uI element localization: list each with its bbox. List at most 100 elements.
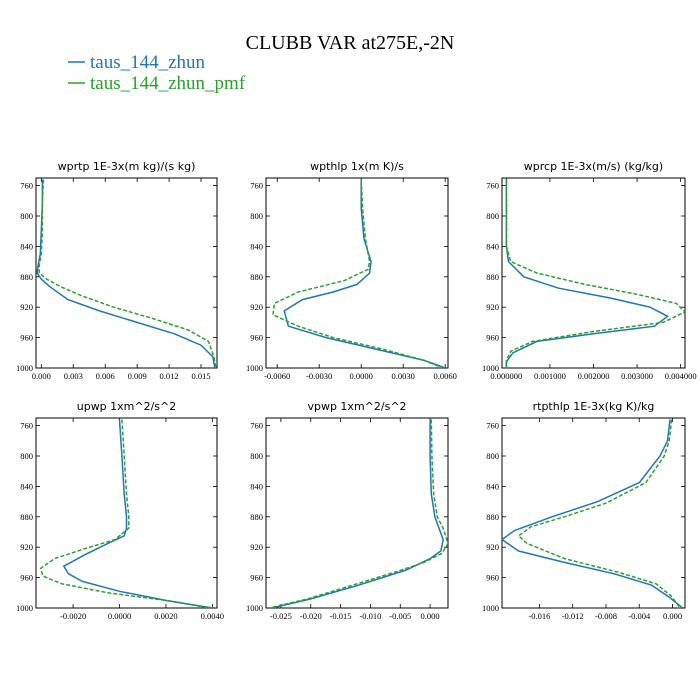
x-tick-label: 0.009 bbox=[128, 371, 147, 381]
x-tick-label: -0.0060 bbox=[264, 371, 290, 381]
y-tick-label: 800 bbox=[20, 211, 33, 221]
x-tick-label: 0.0040 bbox=[201, 611, 224, 621]
x-tick-label: 0.000000 bbox=[490, 371, 522, 381]
x-tick-label: -0.005 bbox=[389, 611, 411, 621]
x-tick-label: 0.012 bbox=[160, 371, 179, 381]
y-tick-label: 920 bbox=[20, 542, 33, 552]
y-tick-label: 800 bbox=[486, 211, 499, 221]
x-tick-label: -0.010 bbox=[359, 611, 381, 621]
x-tick-label: 0.003000 bbox=[621, 371, 653, 381]
plot-frame-wprcp bbox=[501, 177, 686, 369]
plot-frame-rtpthlp bbox=[501, 417, 686, 609]
series-line-zhun bbox=[36, 179, 216, 368]
series-line-zhun bbox=[271, 419, 444, 608]
y-tick-label: 920 bbox=[250, 302, 263, 312]
panel-rtpthlp: rtpthlp 1E-3x(kg K)/kg 760 800 840 880 920 960… bbox=[482, 400, 686, 621]
panel-title-vpwp: vpwp 1xm^2/s^2 bbox=[307, 400, 406, 413]
y-tick-label: 840 bbox=[250, 481, 263, 491]
page-title: CLUBB VAR at275E,-2N bbox=[246, 32, 455, 54]
y-tick-label: 880 bbox=[250, 272, 263, 282]
plot-frame-vpwp bbox=[265, 417, 449, 609]
y-tick-label: 760 bbox=[20, 421, 33, 431]
x-tick-label: -0.0030 bbox=[306, 371, 332, 381]
x-tick-label: 0.0030 bbox=[392, 371, 415, 381]
x-tick-label: 0.004000 bbox=[665, 371, 697, 381]
y-tick-label: 840 bbox=[20, 241, 33, 251]
x-tick-label: 0.000 bbox=[663, 611, 682, 621]
y-tick-label: 1000 bbox=[482, 603, 499, 613]
y-tick-label: 800 bbox=[250, 211, 263, 221]
y-tick-label: 1000 bbox=[16, 363, 33, 373]
series-line-zhun bbox=[283, 179, 446, 368]
series-line-zhun bbox=[505, 179, 669, 368]
y-tick-label: 920 bbox=[486, 542, 499, 552]
panel-title-wpthlp: wpthlp 1x(m K)/s bbox=[310, 160, 404, 173]
x-tick-label: 0.0060 bbox=[434, 371, 457, 381]
y-tick-label: 960 bbox=[250, 333, 263, 343]
x-tick-label: -0.020 bbox=[300, 611, 322, 621]
plot-frame-wprtp bbox=[35, 177, 218, 369]
x-tick-label: 0.006 bbox=[96, 371, 115, 381]
x-tick-label: -0.004 bbox=[628, 611, 651, 621]
x-tick-label: -0.015 bbox=[330, 611, 352, 621]
x-tick-label: -0.025 bbox=[270, 611, 292, 621]
x-tick-label: 0.003 bbox=[64, 371, 83, 381]
panel-vpwp: vpwp 1xm^2/s^2 760 800 840 880 920 960 1000 -0.0… bbox=[246, 400, 449, 621]
panel-wpthlp: wpthlp 1x(m K)/s7608008408809209601000-0… bbox=[246, 160, 457, 381]
x-tick-label: 0.0000 bbox=[350, 371, 373, 381]
y-tick-label: 920 bbox=[250, 542, 263, 552]
panel-title-wprtp: wprtp 1E-3x(m kg)/(s kg) bbox=[58, 160, 196, 173]
x-tick-label: 0.001000 bbox=[534, 371, 566, 381]
series-line-zhun-pmf bbox=[517, 419, 683, 608]
series-line-zhun-pmf bbox=[272, 179, 443, 368]
plot-frame-wpthlp bbox=[265, 177, 449, 369]
y-tick-label: 800 bbox=[486, 451, 499, 461]
legend-label-zhun-pmf: taus_144_zhun_pmf bbox=[90, 73, 246, 94]
y-tick-label: 960 bbox=[486, 573, 499, 583]
y-tick-label: 840 bbox=[486, 481, 499, 491]
y-tick-label: 960 bbox=[250, 573, 263, 583]
y-tick-label: 760 bbox=[250, 181, 263, 191]
y-tick-label: 960 bbox=[20, 573, 33, 583]
y-tick-label: 800 bbox=[20, 451, 33, 461]
series-line-zhun bbox=[62, 419, 215, 608]
series-line-zhun-pmf bbox=[505, 179, 685, 368]
y-tick-label: 760 bbox=[486, 181, 499, 191]
x-tick-label: 0.015 bbox=[191, 371, 210, 381]
y-tick-label: 960 bbox=[486, 333, 499, 343]
series-line-zhun bbox=[502, 419, 683, 608]
series-line-zhun-pmf bbox=[268, 419, 448, 608]
y-tick-label: 1000 bbox=[246, 603, 263, 613]
series-line-zhun-pmf bbox=[39, 419, 213, 608]
y-tick-label: 840 bbox=[20, 481, 33, 491]
panel-title-rtpthlp: rtpthlp 1E-3x(kg K)/kg bbox=[533, 400, 655, 413]
y-tick-label: 920 bbox=[20, 302, 33, 312]
y-tick-label: 840 bbox=[486, 241, 499, 251]
y-tick-label: 800 bbox=[250, 451, 263, 461]
x-tick-label: 0.000 bbox=[421, 611, 440, 621]
y-tick-label: 1000 bbox=[246, 363, 263, 373]
panel-upwp: upwp 1xm^2/s^2 760 800 840 880 920 960 1000 -0.0… bbox=[16, 400, 224, 621]
y-tick-label: 840 bbox=[250, 241, 263, 251]
x-tick-label: -0.008 bbox=[595, 611, 617, 621]
y-tick-label: 880 bbox=[20, 512, 33, 522]
y-tick-label: 920 bbox=[486, 302, 499, 312]
y-tick-label: 880 bbox=[486, 512, 499, 522]
legend: taus_144_zhun taus_144_zhun_pmf bbox=[68, 52, 246, 94]
y-tick-label: 880 bbox=[486, 272, 499, 282]
x-tick-label: -0.012 bbox=[562, 611, 584, 621]
y-tick-label: 1000 bbox=[482, 363, 499, 373]
y-tick-label: 880 bbox=[20, 272, 33, 282]
panel-wprtp: wprtp 1E-3x(m kg)/(s kg) 760 800 840 880 920 9… bbox=[16, 160, 218, 381]
panel-wprcp: wprcp 1E-3x(m/s) (kg/kg) 760 800 840 880 920 9… bbox=[482, 160, 697, 381]
x-tick-label: 0.002000 bbox=[578, 371, 610, 381]
panel-title-wprcp: wprcp 1E-3x(m/s) (kg/kg) bbox=[524, 160, 663, 173]
x-tick-label: 0.0020 bbox=[154, 611, 177, 621]
y-tick-label: 1000 bbox=[16, 603, 33, 613]
x-tick-label: 0.000 bbox=[32, 371, 51, 381]
y-tick-label: 960 bbox=[20, 333, 33, 343]
x-tick-label: -0.0020 bbox=[60, 611, 86, 621]
x-tick-label: 0.0000 bbox=[108, 611, 131, 621]
y-tick-label: 880 bbox=[250, 512, 263, 522]
